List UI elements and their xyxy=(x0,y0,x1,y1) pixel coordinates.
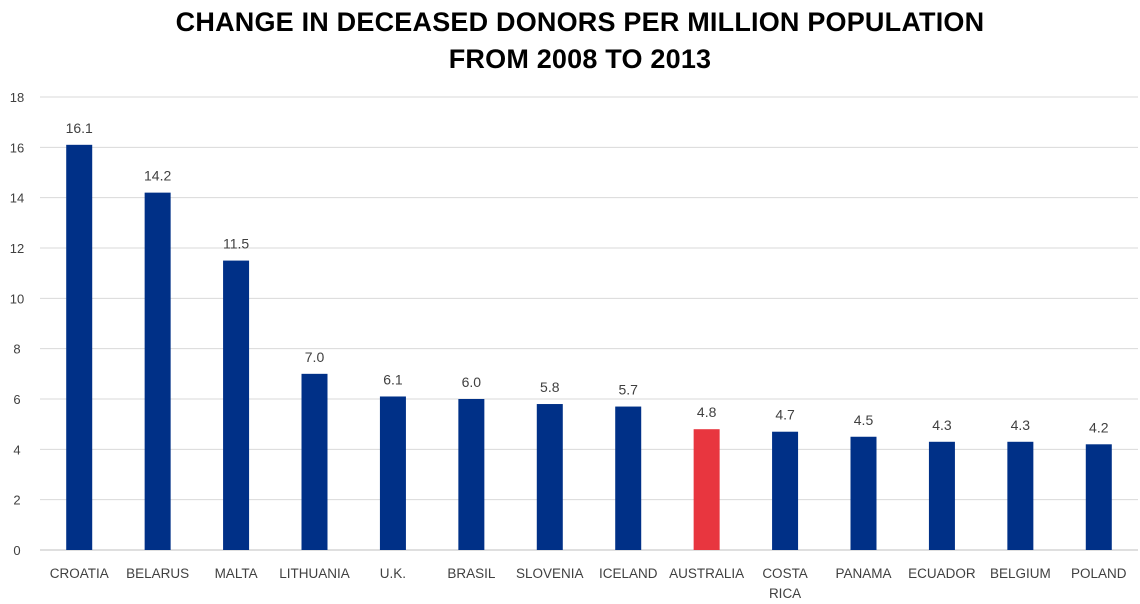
bar-malta xyxy=(223,261,249,550)
y-tick-label: 12 xyxy=(10,241,24,256)
data-label: 6.1 xyxy=(383,371,403,387)
bar-brasil xyxy=(458,399,484,550)
data-label: 4.8 xyxy=(697,404,717,420)
bar-lithuania xyxy=(302,374,328,550)
data-label: 4.7 xyxy=(775,407,795,423)
bar-ecuador xyxy=(929,442,955,550)
category-label: MALTA xyxy=(215,566,258,581)
y-tick-label: 16 xyxy=(10,140,24,155)
data-label: 14.2 xyxy=(144,168,171,184)
bar-u-k xyxy=(380,396,406,550)
bar-croatia xyxy=(66,145,92,550)
y-tick-label: 2 xyxy=(13,493,20,508)
y-tick-label: 10 xyxy=(10,291,24,306)
bar-slovenia xyxy=(537,404,563,550)
bars xyxy=(66,145,1112,550)
y-tick-label: 14 xyxy=(10,191,24,206)
data-label: 11.5 xyxy=(223,236,249,252)
bar-iceland xyxy=(615,407,641,550)
y-tick-label: 4 xyxy=(13,442,20,457)
data-label: 16.1 xyxy=(66,120,93,136)
category-label: BRASIL xyxy=(447,566,496,581)
category-label: BELGIUM xyxy=(990,566,1051,581)
gridlines xyxy=(40,97,1138,550)
y-axis-ticks: 0 2 4 6 8 10 12 14 16 18 xyxy=(10,90,24,558)
category-label: AUSTRALIA xyxy=(669,566,744,581)
bar-australia xyxy=(694,429,720,550)
category-label: CROATIA xyxy=(50,566,109,581)
data-label: 4.5 xyxy=(854,412,874,428)
category-label: POLAND xyxy=(1071,566,1127,581)
data-labels: 16.1 14.2 11.5 7.0 6.1 6.0 5.8 5.7 4.8 4.7 4.5 4.3 4… xyxy=(66,120,1109,435)
bar-belarus xyxy=(145,193,171,550)
y-tick-label: 6 xyxy=(13,392,20,407)
data-label: 7.0 xyxy=(305,349,325,365)
category-label: COSTA xyxy=(762,566,808,581)
data-label: 5.7 xyxy=(618,382,638,398)
data-label: 4.3 xyxy=(1011,417,1031,433)
x-axis-categories: CROATIA BELARUS MALTA LITHUANIA U.K. BRASIL SL… xyxy=(50,566,1127,601)
category-label: LITHUANIA xyxy=(279,566,350,581)
data-label: 6.0 xyxy=(462,374,482,390)
y-tick-label: 8 xyxy=(13,342,20,357)
bar-poland xyxy=(1086,444,1112,550)
category-label: PANAMA xyxy=(835,566,891,581)
bar-costa-rica xyxy=(772,432,798,550)
data-label: 4.2 xyxy=(1089,419,1109,435)
bar-panama xyxy=(851,437,877,550)
y-tick-label: 18 xyxy=(10,90,24,105)
category-label: SLOVENIA xyxy=(516,566,584,581)
category-label: RICA xyxy=(769,586,801,601)
y-tick-label: 0 xyxy=(13,543,20,558)
data-label: 5.8 xyxy=(540,379,560,395)
category-label: ECUADOR xyxy=(908,566,976,581)
category-label: U.K. xyxy=(380,566,406,581)
category-label: ICELAND xyxy=(599,566,658,581)
data-label: 4.3 xyxy=(932,417,952,433)
category-label: BELARUS xyxy=(126,566,189,581)
bar-belgium xyxy=(1007,442,1033,550)
